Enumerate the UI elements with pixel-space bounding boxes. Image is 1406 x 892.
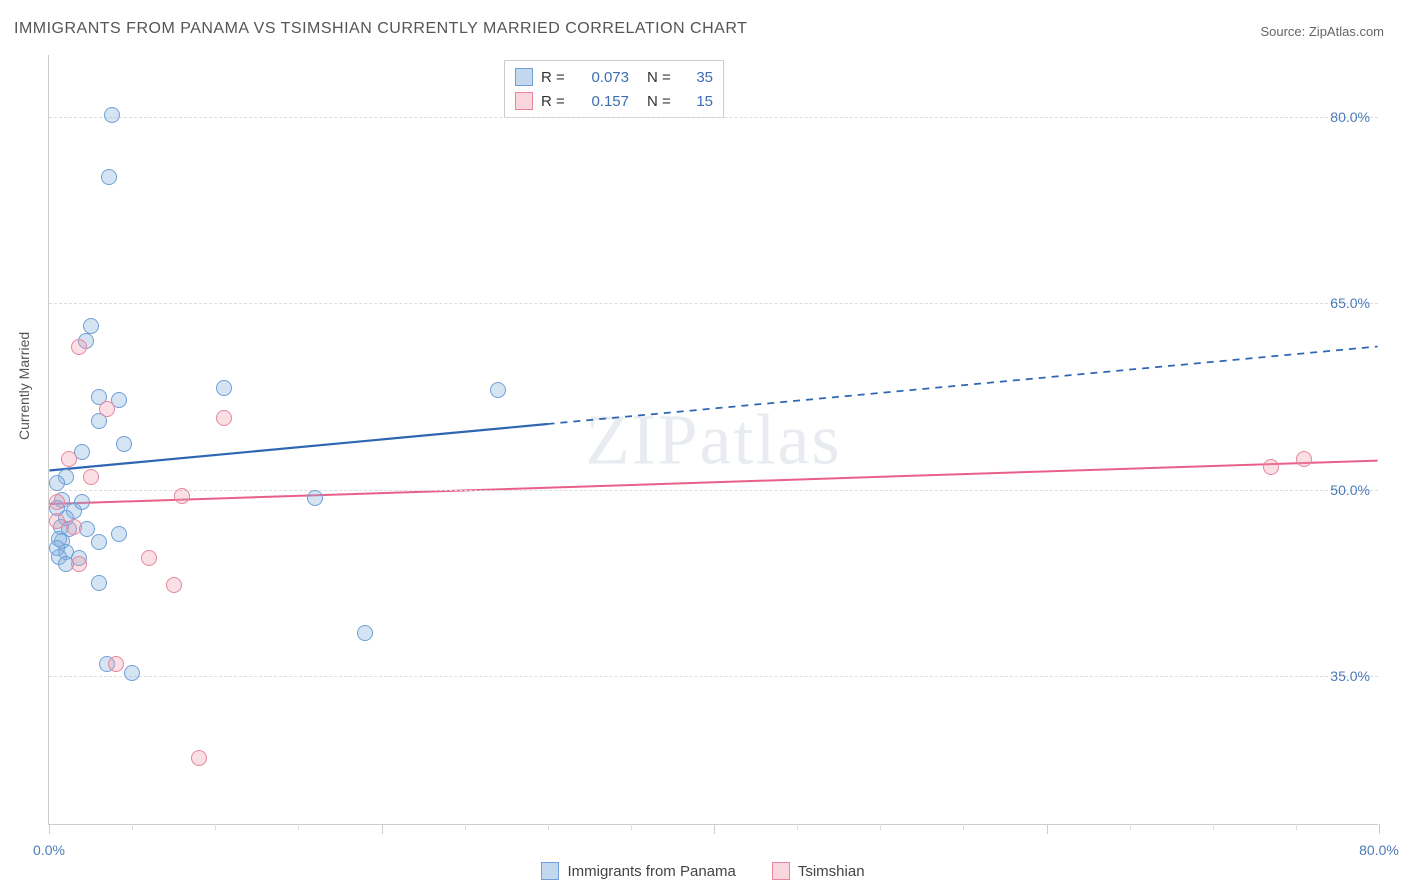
data-point	[141, 550, 157, 566]
x-tick-minor	[215, 824, 216, 830]
stat-r-value: 0.157	[577, 93, 629, 110]
x-tick-minor	[548, 824, 549, 830]
x-tick-minor	[880, 824, 881, 830]
bottom-legend: Immigrants from Panama Tsimshian	[0, 862, 1406, 884]
x-tick-minor	[631, 824, 632, 830]
data-point	[66, 519, 82, 535]
legend-swatch	[772, 862, 790, 880]
y-tick-label: 80.0%	[1330, 109, 1380, 125]
data-point	[216, 380, 232, 396]
x-tick-minor	[1296, 824, 1297, 830]
stat-row: R = 0.157 N = 15	[515, 89, 713, 113]
data-point	[99, 401, 115, 417]
x-tick-minor	[1130, 824, 1131, 830]
x-tick-minor	[465, 824, 466, 830]
data-point	[71, 339, 87, 355]
stat-n-label: N =	[647, 69, 677, 86]
data-point	[1263, 459, 1279, 475]
data-point	[166, 577, 182, 593]
source-label: Source: ZipAtlas.com	[1260, 24, 1384, 39]
stat-r-value: 0.073	[577, 69, 629, 86]
x-tick-major	[382, 824, 383, 834]
data-point	[101, 169, 117, 185]
gridline	[49, 676, 1378, 677]
y-tick-label: 35.0%	[1330, 668, 1380, 684]
legend-swatch	[515, 68, 533, 86]
data-point	[111, 526, 127, 542]
y-tick-label: 65.0%	[1330, 295, 1380, 311]
y-axis-label: Currently Married	[16, 332, 32, 440]
x-tick-major	[49, 824, 50, 834]
stat-n-label: N =	[647, 93, 677, 110]
data-point	[61, 451, 77, 467]
chart-title: IMMIGRANTS FROM PANAMA VS TSIMSHIAN CURR…	[14, 20, 747, 38]
chart-plot-area: ZIPatlas R =0.073N =35R =0.157N =15 35.0…	[48, 55, 1378, 825]
stat-row: R = 0.073 N = 35	[515, 65, 713, 89]
data-point	[307, 490, 323, 506]
data-point	[49, 513, 65, 529]
data-point	[191, 750, 207, 766]
stat-r-label: R =	[541, 93, 569, 110]
legend-swatch	[515, 92, 533, 110]
gridline	[49, 303, 1378, 304]
data-point	[174, 488, 190, 504]
x-tick-label: 0.0%	[33, 842, 65, 858]
stat-n-value: 35	[685, 69, 713, 86]
data-point	[91, 575, 107, 591]
trend-line-solid	[49, 461, 1377, 504]
stat-n-value: 15	[685, 93, 713, 110]
gridline	[49, 490, 1378, 491]
data-point	[83, 318, 99, 334]
x-tick-minor	[298, 824, 299, 830]
data-point	[124, 665, 140, 681]
data-point	[216, 410, 232, 426]
x-tick-label: 80.0%	[1359, 842, 1399, 858]
data-point	[108, 656, 124, 672]
legend-label: Immigrants from Panama	[567, 863, 735, 880]
y-tick-label: 50.0%	[1330, 482, 1380, 498]
x-tick-major	[1379, 824, 1380, 834]
stats-box: R = 0.073 N = 35 R = 0.157 N = 15	[504, 60, 724, 118]
data-point	[490, 382, 506, 398]
legend-item: Immigrants from Panama	[541, 862, 735, 880]
data-point	[104, 107, 120, 123]
data-point	[49, 475, 65, 491]
data-point	[91, 534, 107, 550]
x-tick-minor	[797, 824, 798, 830]
trend-line-dashed	[547, 346, 1377, 424]
x-tick-minor	[132, 824, 133, 830]
gridline	[49, 117, 1378, 118]
trend-lines-layer	[49, 55, 1378, 824]
x-tick-minor	[963, 824, 964, 830]
x-tick-minor	[1213, 824, 1214, 830]
data-point	[1296, 451, 1312, 467]
data-point	[74, 494, 90, 510]
legend-swatch	[541, 862, 559, 880]
x-tick-major	[1047, 824, 1048, 834]
data-point	[49, 494, 65, 510]
data-point	[83, 469, 99, 485]
legend-label: Tsimshian	[798, 863, 865, 880]
stat-r-label: R =	[541, 69, 569, 86]
data-point	[116, 436, 132, 452]
data-point	[71, 556, 87, 572]
legend-item: Tsimshian	[772, 862, 865, 880]
data-point	[357, 625, 373, 641]
x-tick-major	[714, 824, 715, 834]
